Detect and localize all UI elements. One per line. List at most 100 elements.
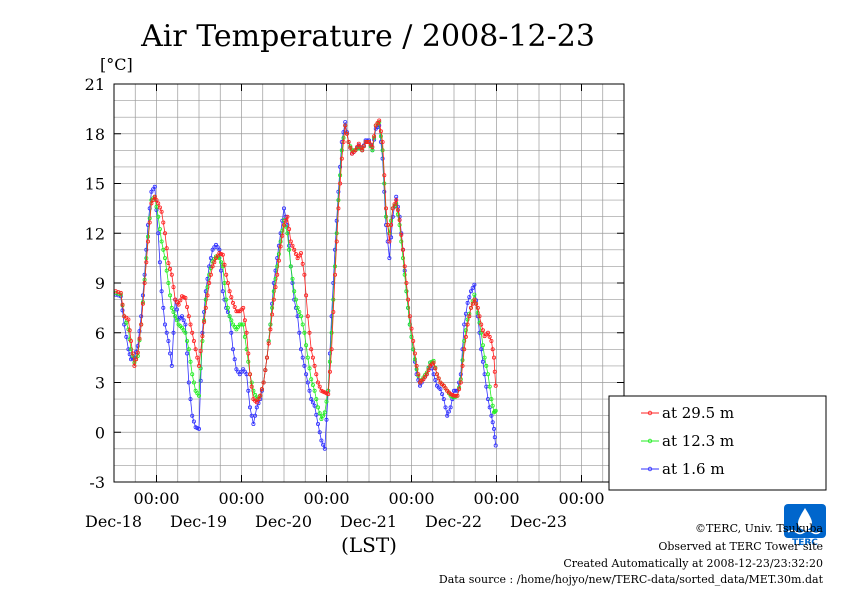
data-point: [411, 338, 416, 343]
legend-label: at 12.3 m: [662, 432, 734, 450]
data-point: [383, 206, 388, 211]
data-point: [334, 239, 339, 244]
data-point: [186, 314, 191, 319]
data-point: [132, 363, 137, 368]
data-point: [443, 405, 448, 410]
data-point: [305, 355, 310, 360]
data-point: [227, 289, 232, 294]
data-point: [462, 338, 467, 343]
data-point: [445, 413, 450, 418]
series-layer: [113, 118, 498, 451]
data-point: [120, 302, 125, 307]
data-point: [183, 322, 188, 327]
data-point: [487, 405, 492, 410]
data-point: [164, 330, 169, 335]
x-tick-time: 00:00: [558, 489, 604, 508]
data-point: [276, 251, 281, 256]
data-point: [475, 305, 480, 310]
data-point: [241, 305, 246, 310]
data-point: [225, 280, 230, 285]
data-point: [174, 318, 179, 323]
data-point: [314, 412, 319, 417]
data-point: [387, 231, 392, 236]
data-point: [271, 289, 276, 294]
data-point: [185, 338, 190, 343]
data-point: [492, 435, 497, 440]
data-point: [390, 214, 395, 219]
data-point: [253, 392, 258, 397]
data-point: [394, 198, 399, 203]
data-point: [166, 338, 171, 343]
data-point: [475, 310, 480, 315]
data-point: [416, 372, 421, 377]
data-point: [395, 212, 400, 217]
data-point: [168, 266, 173, 271]
data-point: [302, 272, 307, 277]
data-point: [229, 318, 234, 323]
data-point: [334, 218, 339, 223]
data-point: [127, 328, 132, 333]
data-point: [412, 351, 417, 356]
x-tick-date: Dec-19: [170, 512, 227, 531]
data-point: [169, 305, 174, 310]
y-tick-label: 3: [95, 374, 105, 393]
data-point: [157, 227, 162, 232]
data-point: [327, 359, 332, 364]
data-point: [463, 334, 468, 339]
data-point: [188, 322, 193, 327]
data-point: [183, 295, 188, 300]
data-point: [288, 264, 293, 269]
data-point: [482, 355, 487, 360]
data-point: [431, 360, 436, 365]
data-point: [411, 347, 416, 352]
legend-swatch-marker: [647, 438, 653, 444]
data-point: [302, 330, 307, 335]
data-point: [383, 214, 388, 219]
data-point: [168, 351, 173, 356]
data-point: [135, 350, 140, 355]
y-tick-labels: -3 0 3 6 9 12 15 18 21: [85, 75, 624, 492]
data-point: [298, 314, 303, 319]
data-point: [196, 426, 201, 431]
data-point: [372, 134, 377, 139]
data-point: [440, 392, 445, 397]
series-at-29-5-m: [113, 118, 498, 405]
data-point: [356, 141, 361, 146]
data-point: [480, 359, 485, 364]
x-tick-time: 00:00: [218, 489, 264, 508]
data-point: [490, 403, 495, 408]
data-point: [326, 392, 331, 397]
data-point: [196, 393, 201, 398]
data-point: [414, 363, 419, 368]
data-point: [198, 348, 203, 353]
data-point: [176, 302, 181, 307]
data-point: [438, 387, 443, 392]
data-point: [128, 347, 133, 352]
data-point: [186, 347, 191, 352]
data-point: [327, 369, 332, 374]
y-axis-label: [°C]: [100, 55, 133, 74]
data-point: [472, 297, 477, 302]
data-point: [137, 329, 142, 334]
data-point: [225, 305, 230, 310]
series-at-1-6-m: [113, 120, 498, 451]
data-point: [137, 336, 142, 341]
data-point: [159, 289, 164, 294]
data-point: [120, 308, 125, 313]
data-point: [300, 322, 305, 327]
data-point: [205, 276, 210, 281]
data-point: [266, 341, 271, 346]
data-point: [448, 405, 453, 410]
series-line: [115, 119, 497, 404]
data-point: [348, 145, 353, 150]
data-point: [251, 421, 256, 426]
data-point: [156, 231, 161, 236]
data-point: [322, 446, 327, 451]
data-point: [241, 322, 246, 327]
data-point: [281, 206, 286, 211]
data-point: [220, 252, 225, 257]
data-point: [230, 300, 235, 305]
data-point: [190, 413, 195, 418]
data-point: [202, 319, 207, 324]
